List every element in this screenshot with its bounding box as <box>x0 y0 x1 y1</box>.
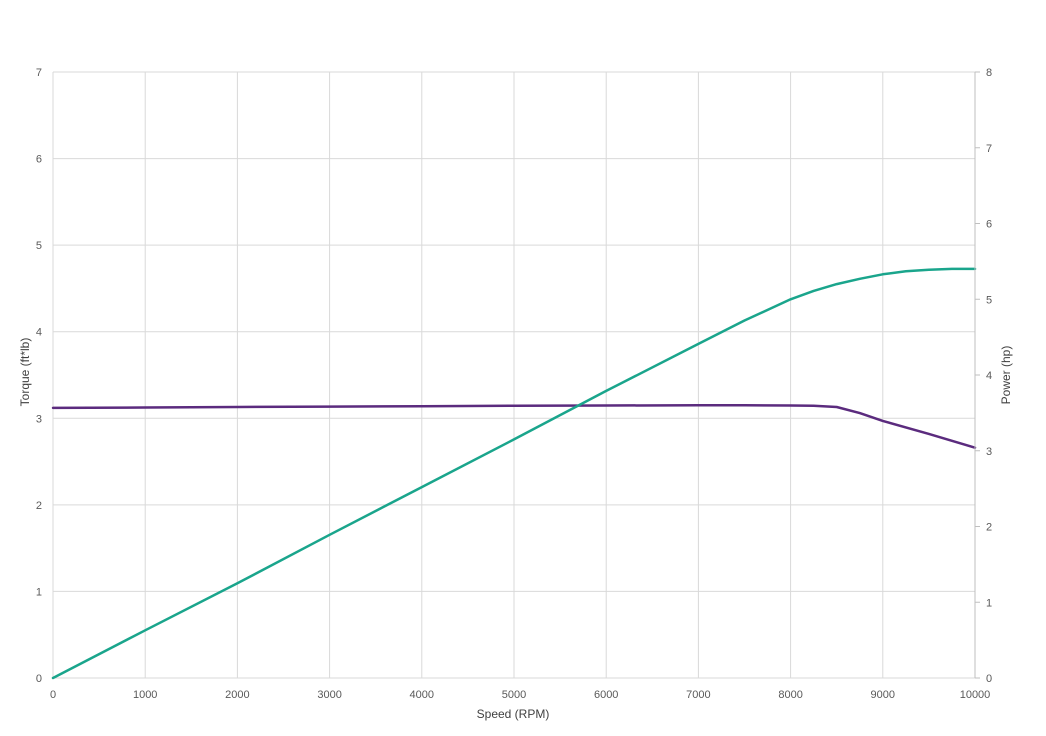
x-tick-label: 10000 <box>960 689 991 701</box>
y-tick-label-left: 4 <box>36 327 42 339</box>
x-tick-label: 5000 <box>502 689 526 701</box>
x-tick-label: 8000 <box>778 689 802 701</box>
x-tick-label: 4000 <box>410 689 434 701</box>
y-tick-label-right: 8 <box>986 67 992 79</box>
y-tick-label-left: 1 <box>36 586 42 598</box>
axes: 0 1000 2000 3000 4000 5000 6000 7000 8000 9000 100… <box>36 67 992 701</box>
x-axis-title: Speed (RPM) <box>477 707 550 721</box>
y-tick-label-right: 2 <box>986 522 992 534</box>
y-tick-label-right: 4 <box>986 370 992 382</box>
y-tick-label-left: 3 <box>36 413 42 425</box>
x-tick-label: 2000 <box>225 689 249 701</box>
y-tick-label-right: 6 <box>986 219 992 231</box>
power-series-line <box>51 267 977 680</box>
x-tick-label: 3000 <box>317 689 341 701</box>
y-tick-label-right: 0 <box>986 673 992 685</box>
torque-series-line <box>51 404 977 449</box>
y-tick-label-left: 0 <box>36 673 42 685</box>
y-tick-label-right: 7 <box>986 143 992 155</box>
y-tick-label-right: 3 <box>986 446 992 458</box>
y-tick-label-right: 5 <box>986 294 992 306</box>
y-axis-title-left: Torque (ft*lb) <box>18 338 32 407</box>
x-tick-label: 9000 <box>871 689 895 701</box>
y-tick-label-left: 5 <box>36 240 42 252</box>
x-tick-label: 6000 <box>594 689 618 701</box>
y-tick-label-left: 2 <box>36 500 42 512</box>
x-tick-label: 0 <box>50 689 56 701</box>
y-tick-label-left: 6 <box>36 154 42 166</box>
y-axis-title-right: Power (hp) <box>999 346 1013 405</box>
x-tick-label: 1000 <box>133 689 157 701</box>
series-lines <box>51 267 977 680</box>
y-tick-label-right: 1 <box>986 597 992 609</box>
x-tick-label: 7000 <box>686 689 710 701</box>
y-tick-label-left: 7 <box>36 67 42 79</box>
